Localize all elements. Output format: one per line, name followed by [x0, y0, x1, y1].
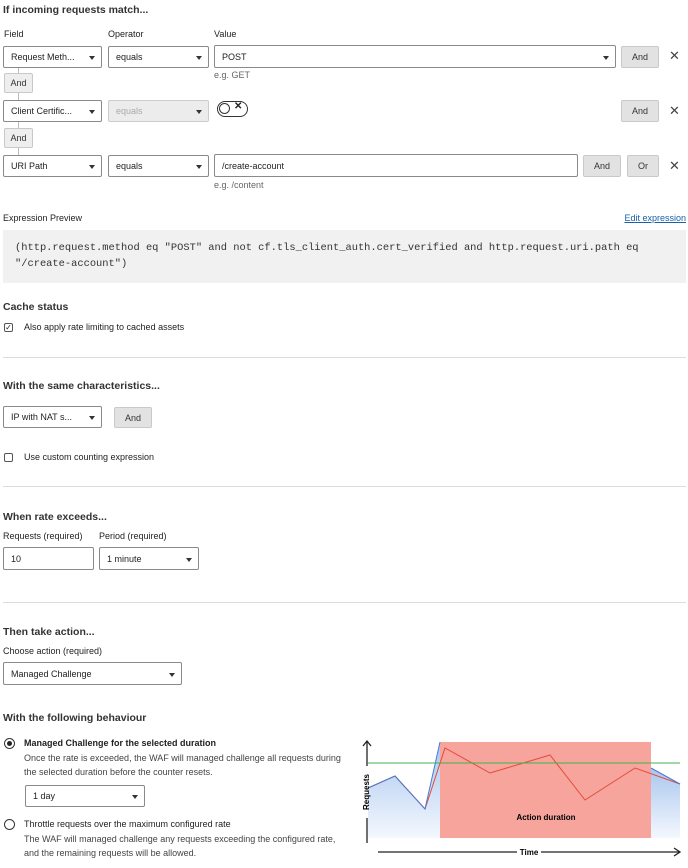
- value-select[interactable]: POST: [214, 45, 616, 68]
- column-label: Field: [4, 29, 24, 39]
- field-select[interactable]: URI Path: [3, 155, 102, 177]
- action-region: [440, 742, 651, 838]
- and-button[interactable]: And: [583, 155, 621, 177]
- field-label: Requests (required): [3, 531, 83, 541]
- field-label: Period (required): [99, 531, 167, 541]
- and-button[interactable]: And: [621, 46, 659, 68]
- area: [368, 742, 440, 838]
- column-label: Operator: [108, 29, 144, 39]
- remove-button[interactable]: ✕: [669, 158, 680, 173]
- field-label: Choose action (required): [3, 646, 103, 656]
- field-select[interactable]: Request Meth...: [3, 46, 102, 68]
- option-text: The WAF will managed challenge any reque…: [24, 834, 336, 858]
- requests-input[interactable]: 10: [3, 547, 94, 570]
- characteristic-select[interactable]: IP with NAT s...: [3, 406, 102, 428]
- axis-label: Requests: [362, 773, 371, 810]
- checkbox-label: Also apply rate limiting to cached asset…: [24, 322, 185, 332]
- section-heading: If incoming requests match...: [3, 4, 149, 16]
- divider: [3, 357, 686, 358]
- area: [651, 768, 680, 838]
- toggle[interactable]: ✕: [217, 101, 248, 117]
- section-heading: Cache status: [3, 301, 69, 313]
- checkbox[interactable]: [4, 453, 13, 462]
- divider: [3, 602, 686, 603]
- action-select[interactable]: Managed Challenge: [3, 662, 182, 685]
- option-title: Throttle requests over the maximum confi…: [24, 819, 231, 829]
- option-text: Once the rate is exceeded, the WAF will …: [24, 753, 341, 777]
- checkbox[interactable]: ✓: [4, 323, 13, 332]
- column-label: Value: [214, 29, 237, 39]
- option-title: Managed Challenge for the selected durat…: [24, 738, 217, 748]
- region-label: Action duration: [516, 813, 575, 822]
- checkbox-label: Use custom counting expression: [24, 452, 155, 462]
- expression-label: Expression Preview: [3, 213, 83, 223]
- and-button[interactable]: And: [114, 407, 152, 428]
- operator-select: equals: [108, 100, 209, 122]
- radio[interactable]: [4, 819, 15, 830]
- section-heading: With the following behaviour: [3, 712, 147, 724]
- behaviour-diagram: Requests Time Action duration: [362, 739, 682, 857]
- section-heading: With the same characteristics...: [3, 380, 160, 392]
- field-select[interactable]: Client Certific...: [3, 100, 102, 122]
- connector: And: [4, 128, 33, 148]
- section-heading: When rate exceeds...: [3, 511, 107, 523]
- duration-select[interactable]: 1 day: [25, 785, 145, 807]
- remove-button[interactable]: ✕: [669, 103, 680, 118]
- hint: e.g. /content: [214, 180, 264, 190]
- axis-label: Time: [520, 848, 539, 857]
- operator-select[interactable]: equals: [108, 46, 209, 68]
- radio[interactable]: [4, 738, 15, 749]
- connector: And: [4, 73, 33, 93]
- operator-select[interactable]: equals: [108, 155, 209, 177]
- or-button[interactable]: Or: [627, 155, 659, 177]
- value-input[interactable]: /create-account: [214, 154, 578, 177]
- period-select[interactable]: 1 minute: [99, 547, 199, 570]
- edit-expression-link[interactable]: Edit expression: [624, 213, 686, 223]
- section-heading: Then take action...: [3, 626, 95, 638]
- divider: [3, 486, 686, 487]
- remove-button[interactable]: ✕: [669, 48, 680, 63]
- hint: e.g. GET: [214, 70, 251, 80]
- expression-code: (http.request.method eq "POST" and not c…: [3, 230, 686, 283]
- and-button[interactable]: And: [621, 100, 659, 122]
